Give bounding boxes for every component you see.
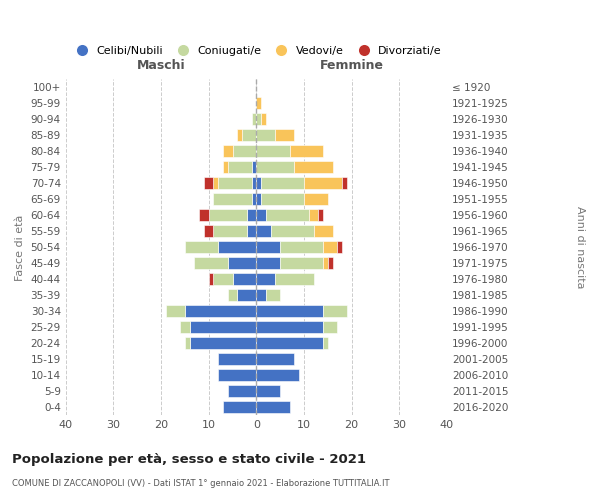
Bar [256,321,323,333]
Bar [318,210,323,222]
Bar [323,321,337,333]
Bar [256,162,295,173]
Bar [247,210,256,222]
Text: Maschi: Maschi [137,58,185,71]
Bar [204,226,214,237]
Bar [247,226,256,237]
Bar [304,194,328,205]
Bar [228,258,256,270]
Bar [166,306,185,317]
Bar [256,385,280,397]
Bar [209,210,247,222]
Bar [214,274,233,285]
Bar [337,242,342,254]
Bar [228,290,237,302]
Bar [261,178,304,190]
Bar [290,146,323,158]
Bar [209,274,214,285]
Bar [271,226,314,237]
Legend: Celibi/Nubili, Coniugati/e, Vedovi/e, Divorziati/e: Celibi/Nubili, Coniugati/e, Vedovi/e, Di… [67,42,446,60]
Bar [256,226,271,237]
Bar [228,162,251,173]
Bar [314,226,332,237]
Bar [251,178,256,190]
Bar [237,130,242,141]
Bar [256,401,290,413]
Bar [256,274,275,285]
Bar [218,353,256,365]
Bar [185,306,256,317]
Bar [266,290,280,302]
Text: COMUNE DI ZACCANOPOLI (VV) - Dati ISTAT 1° gennaio 2021 - Elaborazione TUTTITALI: COMUNE DI ZACCANOPOLI (VV) - Dati ISTAT … [12,479,389,488]
Bar [256,178,261,190]
Bar [342,178,347,190]
Bar [218,369,256,381]
Bar [214,194,251,205]
Bar [256,146,290,158]
Bar [242,130,256,141]
Bar [223,162,228,173]
Bar [261,114,266,126]
Y-axis label: Anni di nascita: Anni di nascita [575,206,585,288]
Bar [323,337,328,349]
Bar [233,146,256,158]
Bar [275,274,314,285]
Bar [256,337,323,349]
Bar [204,178,214,190]
Bar [256,369,299,381]
Bar [256,210,266,222]
Bar [256,353,295,365]
Text: Femmine: Femmine [320,58,383,71]
Bar [251,194,256,205]
Bar [256,194,261,205]
Bar [280,242,323,254]
Bar [256,306,323,317]
Bar [214,226,247,237]
Bar [256,290,266,302]
Bar [323,242,337,254]
Bar [185,242,218,254]
Bar [190,337,256,349]
Bar [218,242,256,254]
Bar [323,306,347,317]
Bar [304,178,342,190]
Bar [228,385,256,397]
Bar [266,210,309,222]
Bar [323,258,328,270]
Bar [223,401,256,413]
Bar [214,178,218,190]
Bar [218,178,251,190]
Bar [275,130,295,141]
Bar [309,210,318,222]
Bar [256,114,261,126]
Bar [256,98,261,110]
Bar [223,146,233,158]
Y-axis label: Fasce di età: Fasce di età [15,214,25,280]
Text: Popolazione per età, sesso e stato civile - 2021: Popolazione per età, sesso e stato civil… [12,452,366,466]
Bar [280,258,323,270]
Bar [233,274,256,285]
Bar [251,114,256,126]
Bar [295,162,332,173]
Bar [199,210,209,222]
Bar [251,162,256,173]
Bar [256,258,280,270]
Bar [328,258,332,270]
Bar [190,321,256,333]
Bar [261,194,304,205]
Bar [180,321,190,333]
Bar [256,242,280,254]
Bar [194,258,228,270]
Bar [237,290,256,302]
Bar [185,337,190,349]
Bar [256,130,275,141]
